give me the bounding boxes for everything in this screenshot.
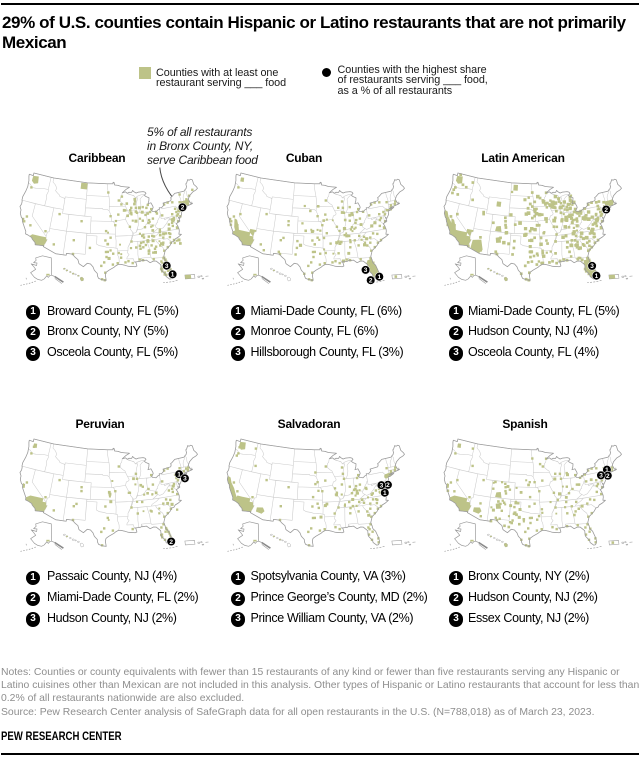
svg-text:2: 2 xyxy=(369,278,373,285)
svg-text:1: 1 xyxy=(595,273,599,280)
svg-text:1: 1 xyxy=(377,274,381,281)
svg-text:2: 2 xyxy=(180,205,184,212)
svg-text:3: 3 xyxy=(165,263,169,270)
svg-text:3: 3 xyxy=(183,475,187,482)
svg-text:3: 3 xyxy=(599,472,603,479)
svg-text:2: 2 xyxy=(169,538,173,545)
svg-text:2: 2 xyxy=(386,482,390,489)
svg-text:2: 2 xyxy=(606,472,610,479)
svg-text:3: 3 xyxy=(590,263,594,270)
svg-text:1: 1 xyxy=(177,471,181,478)
svg-text:1: 1 xyxy=(383,490,387,497)
svg-text:1: 1 xyxy=(605,467,609,474)
svg-text:3: 3 xyxy=(380,482,384,489)
svg-text:1: 1 xyxy=(170,272,174,279)
svg-text:2: 2 xyxy=(604,207,608,214)
svg-text:3: 3 xyxy=(364,267,368,274)
